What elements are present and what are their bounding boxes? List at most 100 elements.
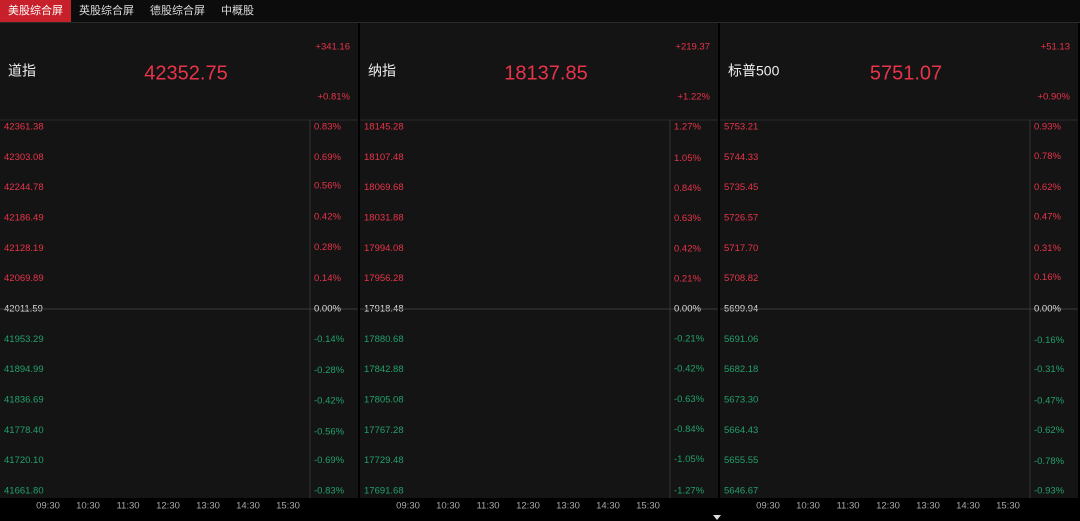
y-tick-label: 42128.19: [4, 243, 44, 254]
x-tick-label: 12:30: [156, 501, 180, 512]
y2-tick-label: -0.62%: [1034, 425, 1065, 436]
change-pct: +1.22%: [678, 92, 711, 103]
x-tick-label: 13:30: [196, 501, 220, 512]
x-tick-label: 10:30: [796, 501, 820, 512]
x-tick-label: 12:30: [876, 501, 900, 512]
y2-tick-label: 0.14%: [314, 273, 341, 284]
index-name: 纳指: [368, 63, 396, 79]
y-tick-label: 42069.89: [4, 273, 44, 284]
y-tick-label: 42361.38: [4, 122, 44, 133]
y-tick-label: 18031.88: [364, 213, 404, 224]
y2-tick-label: -0.83%: [314, 486, 345, 497]
y2-tick-label: -0.69%: [314, 455, 345, 466]
x-tick-label: 11:30: [836, 501, 859, 512]
y-tick-label: 5655.55: [724, 455, 758, 466]
y-tick-label: 41720.10: [4, 455, 44, 466]
y-tick-label: 17956.28: [364, 273, 404, 284]
y-tick-label: 18107.48: [364, 152, 404, 163]
y2-tick-label: 0.47%: [1034, 212, 1061, 223]
x-tick-label: 13:30: [556, 501, 580, 512]
tab[interactable]: 英股综合屏: [79, 5, 134, 17]
panel-bg: [0, 23, 358, 498]
y2-tick-label: -0.63%: [674, 394, 705, 405]
y-tick-label: 5664.43: [724, 425, 758, 436]
y2-tick-label: 1.27%: [674, 122, 701, 133]
y-tick-label: 41953.29: [4, 334, 44, 345]
y2-tick-label: 0.42%: [314, 211, 341, 222]
y-tick-label: 5646.67: [724, 486, 758, 497]
y-tick-label: 18069.68: [364, 182, 404, 193]
x-tick-label: 09:30: [396, 501, 420, 512]
y2-tick-label: -0.16%: [1034, 335, 1065, 346]
y2-tick-label: -0.78%: [1034, 456, 1065, 467]
y-tick-label: 5691.06: [724, 334, 758, 345]
y2-tick-label: 0.83%: [314, 122, 341, 133]
y-tick-label: 41661.80: [4, 486, 44, 497]
y-tick-label: 5673.30: [724, 395, 758, 406]
chart-panel: 42361.38 42303.08 42244.78 42186.49 42128.19…: [0, 23, 358, 512]
y-tick-label: 17842.88: [364, 364, 404, 375]
y-tick-label: 17880.68: [364, 334, 404, 345]
panel-bg: [720, 23, 1078, 498]
change: +51.13: [1041, 42, 1070, 53]
y2-tick-label: -0.93%: [1034, 486, 1065, 497]
y-tick-label: 18145.28: [364, 122, 404, 133]
y-tick-label: 42244.78: [4, 182, 44, 193]
y2-tick-label: 0.78%: [1034, 151, 1061, 162]
y-tick-label: 17994.08: [364, 243, 404, 254]
y2-tick-label: 0.16%: [1034, 272, 1061, 283]
y2-tick-label: 0.21%: [674, 273, 701, 284]
x-tick-label: 12:30: [516, 501, 540, 512]
x-tick-label: 13:30: [916, 501, 940, 512]
y-tick-label: 17729.48: [364, 455, 404, 466]
y-tick-label: 5753.21: [724, 122, 758, 133]
chart-panel: 18145.28 18107.48 18069.68 18031.88 17994.08…: [360, 23, 718, 512]
index-price: 5751.07: [870, 62, 942, 84]
y2-tick-label: -0.28%: [314, 365, 345, 376]
y2-tick-label: -0.14%: [314, 334, 345, 345]
y2-tick-label: 0.42%: [674, 243, 701, 254]
y-tick-label: 17691.68: [364, 486, 404, 497]
y2-tick-label: 0.93%: [1034, 122, 1061, 133]
change-pct: +0.90%: [1038, 92, 1071, 103]
y2-tick-label: -0.42%: [674, 364, 705, 375]
y-tick-label: 5726.57: [724, 213, 758, 224]
panel-bg: [360, 23, 718, 498]
x-tick-label: 10:30: [76, 501, 100, 512]
x-tick-label: 10:30: [436, 501, 460, 512]
y2-tick-label: -0.31%: [1034, 364, 1065, 375]
x-tick-label: 15:30: [996, 501, 1020, 512]
tab-bar: 美股综合屏 英股综合屏 德股综合屏 中概股: [0, 0, 1080, 23]
y-tick-label: 5717.70: [724, 243, 758, 254]
y2-tick-label: 0.63%: [674, 213, 701, 224]
y2-tick-label: 0.69%: [314, 152, 341, 163]
y2-tick-label: 0.00%: [314, 304, 341, 315]
x-tick-label: 11:30: [116, 501, 139, 512]
x-tick-label: 14:30: [956, 501, 980, 512]
change: +219.37: [675, 42, 710, 53]
index-price: 18137.85: [504, 62, 587, 84]
tab[interactable]: 美股综合屏: [0, 0, 71, 22]
y-tick-label: 5682.18: [724, 364, 758, 375]
y2-tick-label: 0.31%: [1034, 243, 1061, 254]
y2-tick-label: -1.27%: [674, 486, 705, 497]
y-tick-label: 5744.33: [724, 152, 758, 163]
index-name: 标普500: [728, 63, 780, 79]
change: +341.16: [315, 42, 350, 53]
y-tick-label: 42186.49: [4, 213, 44, 224]
y2-tick-label: 1.05%: [674, 153, 701, 164]
y-tick-label: 42303.08: [4, 152, 44, 163]
x-tick-label: 14:30: [596, 501, 620, 512]
expand-arrow[interactable]: [713, 515, 721, 520]
x-tick-label: 14:30: [236, 501, 260, 512]
charts: 42361.38 42303.08 42244.78 42186.49 42128.19…: [0, 23, 1078, 520]
y2-tick-label: -0.84%: [674, 424, 705, 435]
y-tick-label: 41778.40: [4, 425, 44, 436]
x-tick-label: 15:30: [276, 501, 300, 512]
y-tick-label: 41894.99: [4, 364, 44, 375]
tab[interactable]: 德股综合屏: [150, 5, 205, 17]
tab[interactable]: 中概股: [221, 5, 254, 17]
y2-tick-label: -0.21%: [674, 334, 705, 345]
y-tick-label: 5735.45: [724, 182, 758, 193]
